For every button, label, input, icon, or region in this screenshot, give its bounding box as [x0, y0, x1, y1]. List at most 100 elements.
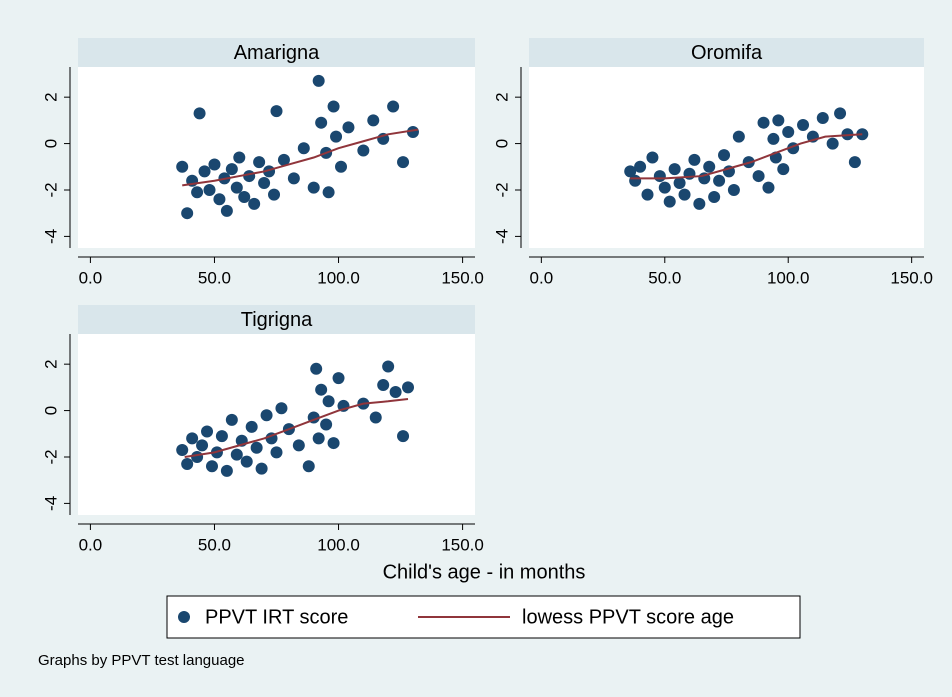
point	[646, 151, 659, 164]
y-tick-label: -2	[41, 182, 60, 197]
point	[629, 174, 642, 187]
x-axis-label: Child's age - in months	[383, 561, 586, 583]
point	[357, 144, 370, 157]
point	[225, 163, 238, 176]
point	[250, 441, 263, 454]
point	[225, 413, 238, 426]
plot-area	[78, 334, 475, 515]
x-tick-label: 150.0	[890, 268, 933, 287]
point	[312, 74, 325, 87]
point	[634, 160, 647, 173]
point	[848, 156, 861, 169]
point	[335, 160, 348, 173]
point	[816, 112, 829, 125]
x-tick-label: 50.0	[648, 268, 681, 287]
point	[181, 457, 194, 470]
point	[397, 430, 410, 443]
point	[220, 464, 233, 477]
point	[772, 114, 785, 127]
point	[253, 156, 266, 169]
point	[641, 188, 654, 201]
point	[397, 156, 410, 169]
note: Graphs by PPVT test language	[38, 652, 245, 669]
plot-area	[78, 67, 475, 248]
point	[653, 170, 666, 183]
point	[255, 462, 268, 475]
point	[258, 177, 271, 190]
x-tick-label: 50.0	[198, 268, 231, 287]
point	[797, 119, 810, 132]
x-tick-label: 150.0	[441, 268, 484, 287]
point	[777, 163, 790, 176]
x-tick-label: 100.0	[317, 535, 360, 554]
point	[193, 107, 206, 120]
point	[668, 163, 681, 176]
y-tick-label: 0	[41, 139, 60, 148]
point	[248, 197, 261, 210]
point	[757, 116, 770, 129]
point	[186, 432, 199, 445]
point	[826, 137, 839, 150]
point	[230, 181, 243, 194]
point	[322, 186, 335, 199]
point	[342, 121, 355, 134]
y-tick-label: -4	[492, 229, 511, 244]
y-tick-label: 0	[492, 139, 511, 148]
point	[238, 190, 251, 203]
point	[302, 460, 315, 473]
point	[191, 450, 204, 463]
lowess-line	[182, 128, 419, 187]
point	[260, 409, 273, 422]
point	[270, 446, 283, 459]
point	[327, 100, 340, 113]
x-tick-label: 100.0	[767, 268, 810, 287]
point	[327, 437, 340, 450]
point	[275, 402, 288, 415]
point	[240, 455, 253, 468]
point	[367, 114, 380, 127]
point	[322, 395, 335, 408]
legend-marker	[178, 611, 190, 623]
point	[320, 418, 333, 431]
legend-label: lowess PPVT score age	[522, 606, 734, 628]
point	[201, 425, 214, 438]
point	[307, 181, 320, 194]
point	[782, 125, 795, 138]
y-tick-label: 2	[492, 92, 511, 101]
point	[196, 439, 209, 452]
point	[277, 153, 290, 166]
point	[243, 170, 256, 183]
point	[402, 381, 415, 394]
point	[315, 383, 328, 396]
point	[198, 165, 211, 178]
x-tick-label: 150.0	[441, 535, 484, 554]
point	[191, 186, 204, 199]
point	[233, 151, 246, 164]
legend-label: PPVT IRT score	[205, 606, 348, 628]
lowess-line	[630, 133, 863, 180]
point	[678, 188, 691, 201]
point	[752, 170, 765, 183]
panel-header	[78, 38, 475, 67]
point	[688, 153, 701, 166]
x-tick-label: 0.0	[79, 535, 103, 554]
point	[389, 386, 402, 399]
point	[220, 204, 233, 217]
point	[732, 130, 745, 143]
point	[205, 460, 218, 473]
x-tick-label: 0.0	[79, 268, 103, 287]
point	[693, 197, 706, 210]
point	[658, 181, 671, 194]
point	[663, 195, 676, 208]
point	[215, 430, 228, 443]
point	[713, 174, 726, 187]
panel-title: Amarigna	[234, 42, 320, 64]
point	[834, 107, 847, 120]
point	[703, 160, 716, 173]
x-tick-label: 100.0	[317, 268, 360, 287]
y-tick-label: -2	[492, 182, 511, 197]
point	[332, 372, 345, 385]
point	[203, 183, 216, 196]
point	[181, 207, 194, 220]
